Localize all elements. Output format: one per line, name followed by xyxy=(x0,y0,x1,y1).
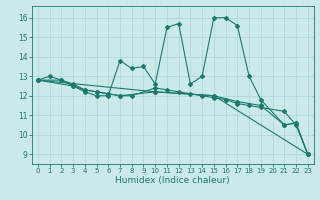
X-axis label: Humidex (Indice chaleur): Humidex (Indice chaleur) xyxy=(116,176,230,185)
